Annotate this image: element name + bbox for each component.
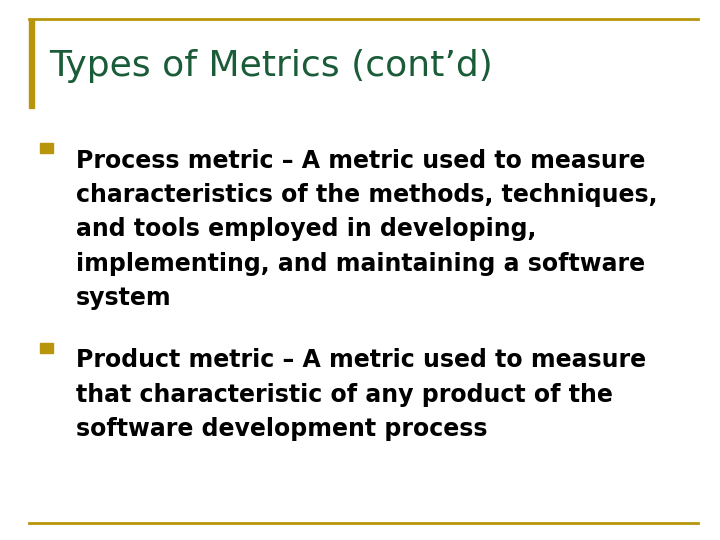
Text: Product metric – A metric used to measure
that characteristic of any product of : Product metric – A metric used to measur… (76, 348, 646, 441)
Text: Process metric – A metric used to measure
characteristics of the methods, techni: Process metric – A metric used to measur… (76, 148, 657, 310)
Bar (29, 19, 34, 108)
Bar (40, 143, 53, 153)
Bar (40, 343, 53, 353)
Text: Types of Metrics (cont’d): Types of Metrics (cont’d) (49, 49, 492, 83)
